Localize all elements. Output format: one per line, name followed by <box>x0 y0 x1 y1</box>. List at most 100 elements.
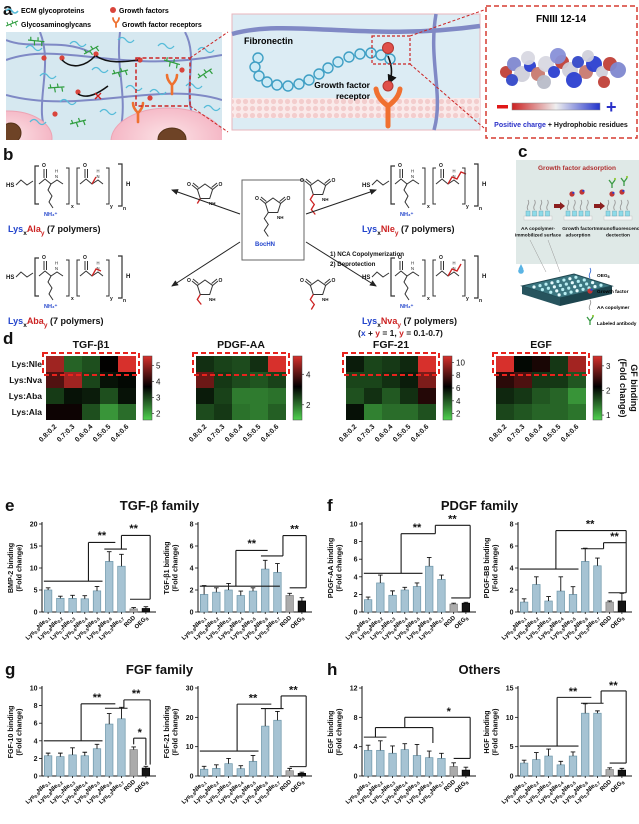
y-tick-label: 8 <box>354 539 358 546</box>
tspan: 0.4 <box>557 616 565 624</box>
heatmap-cell <box>214 388 232 404</box>
carbonyl <box>84 261 88 270</box>
tspan: Lys <box>181 630 193 642</box>
x-tick-label: Lys0.8Nle0.2 <box>513 780 540 806</box>
fibronectin-bead <box>253 70 265 82</box>
tspan: Nle <box>525 783 536 794</box>
significance-marker: ** <box>448 514 457 526</box>
text-label: N <box>453 174 456 179</box>
tspan: 0.3 <box>107 627 115 635</box>
error-bar <box>439 574 444 580</box>
x-tick-label: Lys0.5Nle0.5 <box>230 616 257 642</box>
anchor-block <box>585 210 590 217</box>
tspan: Nle <box>512 619 523 630</box>
x-tick-label: Lys0.7Nle0.3 <box>369 616 396 642</box>
error-bar <box>262 559 268 570</box>
tspan: 0.9 <box>189 791 197 799</box>
y-axis-label-line1: FGF-10 binding <box>6 706 15 759</box>
heatmap-cell <box>250 404 268 420</box>
tspan: Lys <box>418 794 430 806</box>
panel-label-g: g <box>5 660 16 679</box>
tspan: Lys <box>357 794 369 806</box>
x-tick-label: Lys0.6Nle0.4 <box>538 616 565 642</box>
tspan: Nle <box>381 619 392 630</box>
x-tick-label-text: Lys0.9Nle0.1 <box>181 615 208 642</box>
heatmap-cell <box>118 388 136 404</box>
y-axis-label: PDGF-BB binding (Fold change) <box>482 538 500 599</box>
growth-factor-icon <box>179 67 185 73</box>
tspan: Nle <box>36 783 47 794</box>
ecm-glycoprotein-icon <box>149 88 167 96</box>
backbone <box>371 179 390 186</box>
x-tick-label: Lys0.4Nle0.6 <box>86 780 113 806</box>
bar <box>56 598 65 613</box>
bracket-inner-right <box>422 167 426 205</box>
error-bar <box>287 767 292 771</box>
tspan: Nle <box>561 619 572 630</box>
x-tick-label-text: Lys0.5Nle0.5 <box>230 779 257 806</box>
bar <box>461 602 470 613</box>
x-tick-label: Lys0.9Nle0.1 <box>501 616 528 642</box>
carbonyl <box>191 182 199 190</box>
cell-membrane <box>232 98 480 118</box>
bar <box>617 600 626 613</box>
nca-monomer: O O NH <box>300 278 336 310</box>
x-tick-label-text: Lys0.8Nle0.2 <box>357 615 384 642</box>
tspan: 0.3 <box>69 780 77 788</box>
heatmap-cell <box>550 404 568 420</box>
tspan: Lys <box>242 794 254 806</box>
well <box>593 285 597 289</box>
text-label: H <box>126 182 130 188</box>
antibody-icon <box>620 177 628 186</box>
fibronectin-bead <box>261 76 273 88</box>
tspan: 0.8 <box>366 627 374 635</box>
bar <box>425 757 434 777</box>
tspan: Lys <box>218 630 230 642</box>
tspan: Lys <box>205 794 217 806</box>
amine-label: NH₃⁺ <box>400 303 413 310</box>
well <box>575 289 579 293</box>
significance-marker: ** <box>413 522 422 534</box>
bracket-outer-right <box>118 255 123 299</box>
stage-label: Growth factor <box>562 226 594 232</box>
y-tick-label: 4 <box>354 744 358 751</box>
tspan: Nle <box>85 783 96 794</box>
stage-label: dectection <box>606 233 630 239</box>
heatmap-cell <box>268 388 286 404</box>
error-bar <box>275 711 280 721</box>
subscript-y: y <box>110 204 113 210</box>
polymer-squiggle-icon <box>566 199 570 211</box>
protein-surface-patch <box>550 48 566 64</box>
antibody-icon <box>586 316 594 325</box>
heatmap-cell <box>82 388 100 404</box>
error-bar <box>226 757 231 764</box>
text-label: N <box>411 174 414 179</box>
surface-strip <box>563 215 593 221</box>
colorbar-tick-label: 4 <box>456 397 461 406</box>
text-label: O <box>42 255 46 261</box>
well <box>576 279 580 283</box>
bar <box>68 754 77 777</box>
tspan: Lys <box>25 794 37 806</box>
tspan: Lys <box>218 794 230 806</box>
tspan: 0.5 <box>558 627 566 635</box>
significance-marker: ** <box>289 684 298 696</box>
tspan: 0.4 <box>94 791 102 799</box>
zoom-box <box>371 35 411 65</box>
tspan: 0.7 <box>274 780 282 788</box>
y-tick-label: 15 <box>506 686 514 693</box>
error-bar <box>595 557 600 566</box>
tspan: 0.9 <box>353 627 361 635</box>
x-tick-label-text: Lys0.5Nle0.5 <box>394 779 421 806</box>
fibronectin-diagram: Fibronectin Growth factor receptor <box>231 9 485 131</box>
bracket-left <box>34 257 39 297</box>
subscript-n: n <box>123 206 126 212</box>
carbonyl <box>43 169 47 178</box>
y-axis-label: FGF-10 binding (Fold change) <box>6 706 24 759</box>
x-tick-label: Lys0.4Nle0.6 <box>562 616 589 642</box>
heatmap-cell <box>568 388 586 404</box>
text-label: O <box>332 178 336 184</box>
